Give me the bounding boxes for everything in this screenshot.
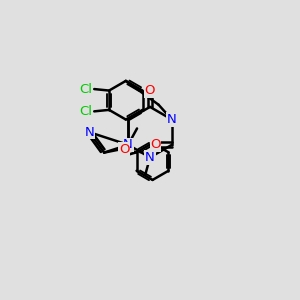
Text: N: N (167, 113, 177, 126)
Text: O: O (150, 138, 161, 151)
Text: Cl: Cl (79, 105, 92, 118)
Text: N: N (84, 126, 94, 139)
Text: Cl: Cl (79, 82, 92, 96)
Text: N: N (145, 151, 155, 164)
Text: O: O (145, 84, 155, 97)
Text: O: O (119, 143, 130, 156)
Text: N: N (123, 138, 133, 151)
